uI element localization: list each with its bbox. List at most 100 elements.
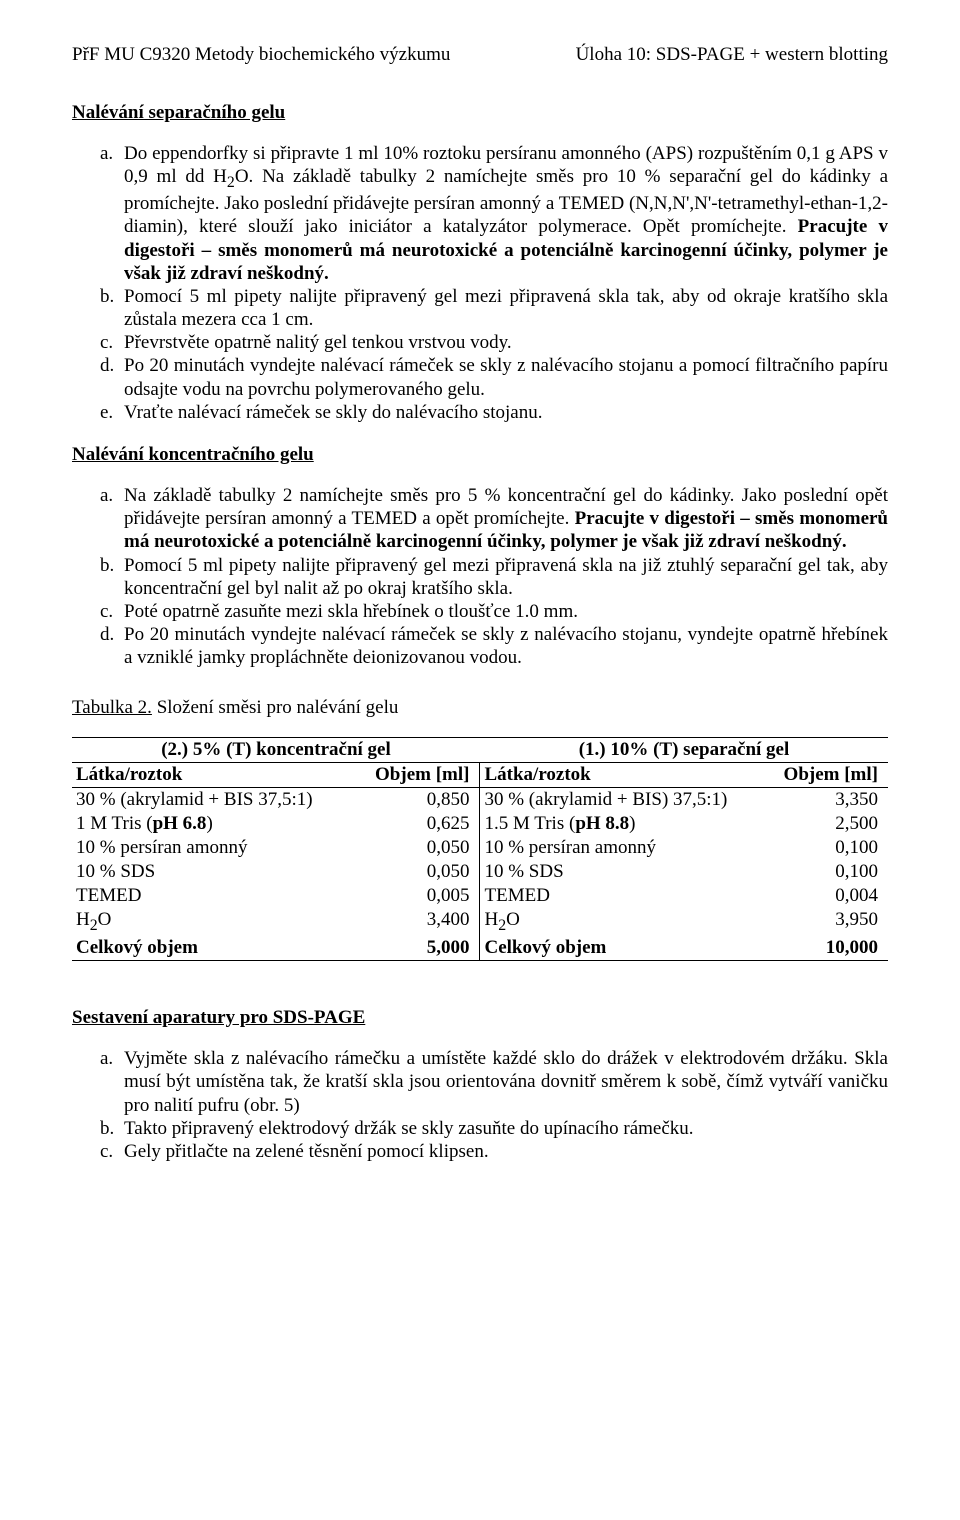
list-item: b. Pomocí 5 ml pipety nalijte připravený… [72,285,888,331]
item-body: Vraťte nalévací rámeček se skly do nalév… [124,401,888,424]
section-1-title: Nalévání separačního gelu [72,102,888,124]
section-3-title: Sestavení aparatury pro SDS-PAGE [72,1007,888,1029]
bold-text: pH 8.8 [575,813,629,834]
table-title-rest: Složení směsi pro nalévání gelu [152,697,398,718]
cell: 1.5 M Tris (pH 8.8) [480,812,733,836]
text: O [506,909,520,930]
item-body: Po 20 minutách vyndejte nalévací rámeček… [124,623,888,669]
cell: 0,625 [325,812,480,836]
cell: 10 % persíran amonný [72,836,325,860]
table-row: 30 % (akrylamid + BIS 37,5:1) 0,850 30 %… [72,788,888,813]
table-row: TEMED 0,005 TEMED 0,004 [72,884,888,908]
header-right: Úloha 10: SDS-PAGE + western blotting [576,44,888,66]
cell: 3,350 [733,788,888,813]
cell: 0,005 [325,884,480,908]
item-marker: b. [72,285,124,331]
subhead-cell: Objem [ml] [733,763,888,788]
list-item: a. Vyjměte skla z nalévacího rámečku a u… [72,1047,888,1117]
item-body: Pomocí 5 ml pipety nalijte připravený ge… [124,554,888,600]
list-item: c. Gely přitlačte na zelené těsnění pomo… [72,1140,888,1163]
cell: 30 % (akrylamid + BIS 37,5:1) [72,788,325,813]
text: O. Na základě tabulky 2 namíchejte směs … [124,166,888,237]
item-body: Do eppendorfky si připravte 1 ml 10% roz… [124,142,888,285]
item-body: Takto připravený elektrodový držák se sk… [124,1117,888,1140]
cell: 0,050 [325,836,480,860]
cell: 1 M Tris (pH 6.8) [72,812,325,836]
subscript: 2 [90,917,98,934]
table-row: 10 % SDS 0,050 10 % SDS 0,100 [72,860,888,884]
subhead-cell: Látka/roztok [480,763,733,788]
item-marker: a. [72,484,124,554]
list-item: a. Na základě tabulky 2 namíchejte směs … [72,484,888,554]
head-right: (1.) 10% (T) separační gel [480,738,888,763]
table-head-row: (2.) 5% (T) koncentrační gel (1.) 10% (T… [72,738,888,763]
table-title: Tabulka 2. Složení směsi pro nalévání ge… [72,697,888,719]
item-marker: c. [72,331,124,354]
subscript: 2 [498,917,506,934]
header-left: PřF MU C9320 Metody biochemického výzkum… [72,44,450,66]
text: O [98,909,112,930]
item-marker: b. [72,554,124,600]
list-item: d. Po 20 minutách vyndejte nalévací ráme… [72,354,888,400]
cell: Celkový objem [72,936,325,961]
cell: 10 % SDS [72,860,325,884]
bold-text: pH 6.8 [153,813,207,834]
list-item: b. Pomocí 5 ml pipety nalijte připravený… [72,554,888,600]
item-body: Pomocí 5 ml pipety nalijte připravený ge… [124,285,888,331]
item-marker: c. [72,600,124,623]
cell: 0,100 [733,836,888,860]
cell: 0,850 [325,788,480,813]
table-row: H2O 3,400 H2O 3,950 [72,908,888,936]
item-body: Gely přitlačte na zelené těsnění pomocí … [124,1140,888,1163]
cell: 0,100 [733,860,888,884]
section-2-title: Nalévání koncentračního gelu [72,444,888,466]
subhead-cell: Objem [ml] [325,763,480,788]
document-page: PřF MU C9320 Metody biochemického výzkum… [0,0,960,1520]
item-marker: a. [72,142,124,285]
subhead-cell: Látka/roztok [72,763,325,788]
cell: H2O [480,908,733,936]
cell: 10,000 [733,936,888,961]
page-header: PřF MU C9320 Metody biochemického výzkum… [72,44,888,66]
subscript: 2 [227,174,235,191]
cell: 30 % (akrylamid + BIS) 37,5:1) [480,788,733,813]
cell: 5,000 [325,936,480,961]
cell: TEMED [72,884,325,908]
item-body: Převrstvěte opatrně nalitý gel tenkou vr… [124,331,888,354]
item-marker: c. [72,1140,124,1163]
gel-composition-table: (2.) 5% (T) koncentrační gel (1.) 10% (T… [72,737,888,961]
table-row: 1 M Tris (pH 6.8) 0,625 1.5 M Tris (pH 8… [72,812,888,836]
item-body: Vyjměte skla z nalévacího rámečku a umís… [124,1047,888,1117]
section-3-list: a. Vyjměte skla z nalévacího rámečku a u… [72,1047,888,1163]
cell: 0,050 [325,860,480,884]
item-marker: d. [72,354,124,400]
cell: TEMED [480,884,733,908]
list-item: c. Poté opatrně zasuňte mezi skla hřebín… [72,600,888,623]
cell: 0,004 [733,884,888,908]
section-2-list: a. Na základě tabulky 2 namíchejte směs … [72,484,888,669]
list-item: b. Takto připravený elektrodový držák se… [72,1117,888,1140]
item-marker: d. [72,623,124,669]
item-body: Na základě tabulky 2 namíchejte směs pro… [124,484,888,554]
cell: 10 % SDS [480,860,733,884]
list-item: d. Po 20 minutách vyndejte nalévací ráme… [72,623,888,669]
list-item: e. Vraťte nalévací rámeček se skly do na… [72,401,888,424]
table-row: 10 % persíran amonný 0,050 10 % persíran… [72,836,888,860]
table-total-row: Celkový objem 5,000 Celkový objem 10,000 [72,936,888,961]
list-item: a. Do eppendorfky si připravte 1 ml 10% … [72,142,888,285]
item-body: Poté opatrně zasuňte mezi skla hřebínek … [124,600,888,623]
list-item: c. Převrstvěte opatrně nalitý gel tenkou… [72,331,888,354]
cell: H2O [72,908,325,936]
item-marker: a. [72,1047,124,1117]
head-left: (2.) 5% (T) koncentrační gel [72,738,480,763]
text: H [484,909,498,930]
cell: 2,500 [733,812,888,836]
section-1-list: a. Do eppendorfky si připravte 1 ml 10% … [72,142,888,424]
cell: 3,950 [733,908,888,936]
cell: 10 % persíran amonný [480,836,733,860]
table-title-underline: Tabulka 2. [72,697,152,718]
item-body: Po 20 minutách vyndejte nalévací rámeček… [124,354,888,400]
cell: Celkový objem [480,936,733,961]
item-marker: e. [72,401,124,424]
item-marker: b. [72,1117,124,1140]
